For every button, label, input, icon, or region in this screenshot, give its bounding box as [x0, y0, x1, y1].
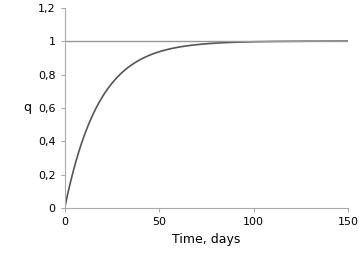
Y-axis label: q: q	[23, 101, 31, 115]
X-axis label: Time, days: Time, days	[172, 233, 241, 246]
